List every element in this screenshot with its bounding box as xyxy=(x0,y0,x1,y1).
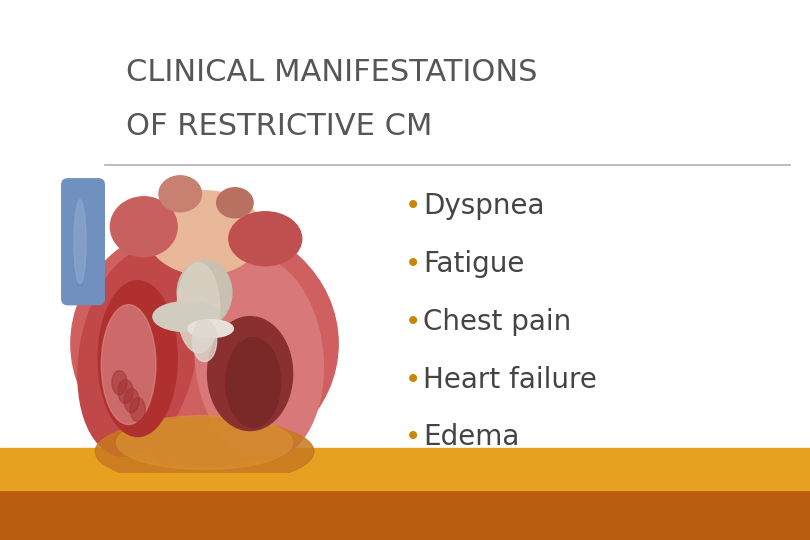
Text: OF RESTRICTIVE CM: OF RESTRICTIVE CM xyxy=(126,112,432,141)
Ellipse shape xyxy=(78,249,198,456)
Ellipse shape xyxy=(110,197,177,256)
Ellipse shape xyxy=(188,320,233,338)
Ellipse shape xyxy=(101,305,156,424)
Ellipse shape xyxy=(147,191,262,275)
Ellipse shape xyxy=(124,389,139,413)
FancyBboxPatch shape xyxy=(62,179,104,305)
Bar xyxy=(0,490,810,540)
Text: CLINICAL MANIFESTATIONS: CLINICAL MANIFESTATIONS xyxy=(126,58,537,87)
Text: Heart failure: Heart failure xyxy=(423,366,597,394)
Text: Chest pain: Chest pain xyxy=(423,308,571,336)
Ellipse shape xyxy=(130,397,145,422)
Text: •: • xyxy=(405,366,421,394)
Ellipse shape xyxy=(228,212,301,266)
Ellipse shape xyxy=(112,370,127,395)
Text: Fatigue: Fatigue xyxy=(423,250,524,278)
Ellipse shape xyxy=(96,418,314,484)
Text: •: • xyxy=(405,192,421,220)
Ellipse shape xyxy=(159,176,202,212)
Ellipse shape xyxy=(193,320,217,362)
Ellipse shape xyxy=(195,257,323,460)
Text: •: • xyxy=(405,423,421,451)
Ellipse shape xyxy=(153,302,220,332)
Ellipse shape xyxy=(74,200,86,284)
Ellipse shape xyxy=(71,221,339,467)
Text: Edema: Edema xyxy=(423,423,519,451)
Text: •: • xyxy=(405,250,421,278)
Ellipse shape xyxy=(118,380,133,403)
Ellipse shape xyxy=(98,281,177,436)
Ellipse shape xyxy=(177,262,220,353)
Ellipse shape xyxy=(217,188,253,218)
Text: •: • xyxy=(405,308,421,336)
Ellipse shape xyxy=(207,316,292,430)
Ellipse shape xyxy=(117,416,292,469)
Text: Dyspnea: Dyspnea xyxy=(423,192,544,220)
Bar xyxy=(0,448,810,490)
Ellipse shape xyxy=(226,338,280,428)
Ellipse shape xyxy=(177,260,232,326)
